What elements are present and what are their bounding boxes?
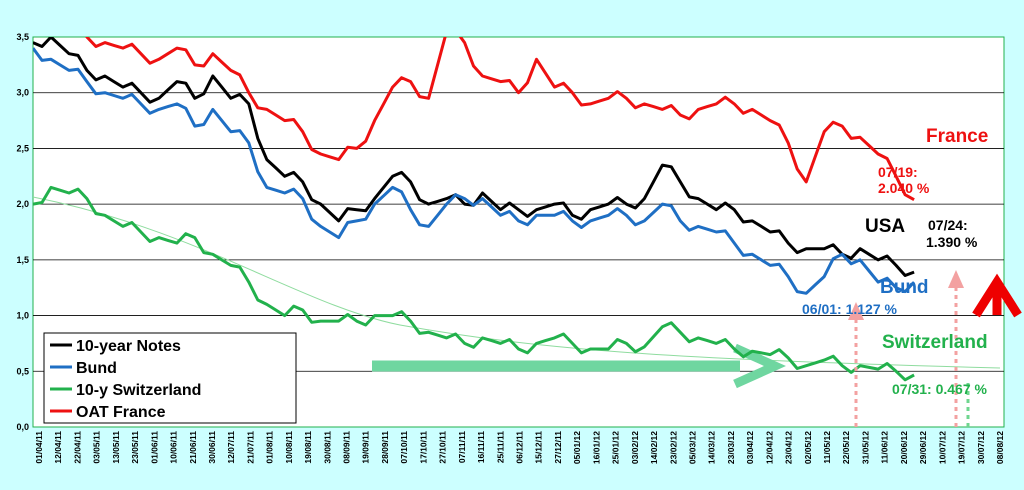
y-tick-label: 3,5 (16, 32, 29, 42)
y-tick-label: 0,5 (16, 366, 29, 376)
y-tick-label: 1,0 (16, 311, 29, 321)
france-value: 2.040 % (878, 180, 930, 196)
x-tick-label: 13/05/11 (111, 431, 121, 464)
x-tick-label: 08/08/12 (995, 431, 1005, 464)
x-tick-label: 06/12/11 (515, 431, 525, 464)
usa-date: 07/24: (928, 217, 968, 233)
x-tick-label: 01/06/11 (149, 431, 159, 464)
x-tick-label: 03/05/11 (92, 431, 102, 464)
red-up-arrow (972, 273, 1022, 318)
switzerland-note: 07/31: 0.467 % (892, 381, 988, 397)
x-tick-label: 07/11/11 (457, 431, 467, 463)
legend-label: OAT France (76, 404, 166, 421)
x-tick-label: 28/09/11 (380, 431, 390, 464)
y-tick-label: 3,0 (16, 88, 29, 98)
series-lines (33, 37, 916, 382)
x-tick-label: 21/06/11 (188, 431, 198, 464)
usa-label: USA (865, 216, 905, 237)
x-tick-label: 29/06/12 (918, 431, 928, 464)
dotted-markers (848, 270, 970, 427)
x-tick-label: 23/03/12 (726, 431, 736, 464)
x-tick-label: 01/08/11 (265, 431, 275, 464)
x-tick-label: 11/05/12 (822, 431, 832, 464)
x-tick-label: 16/01/12 (591, 431, 601, 464)
legend-label: 10-year Notes (76, 338, 181, 355)
x-tick-label: 30/08/11 (322, 431, 332, 464)
y-tick-label: 1,5 (16, 255, 29, 265)
x-tick-label: 22/05/12 (841, 431, 851, 464)
x-tick-label: 27/10/11 (438, 431, 448, 464)
bund-note: 06/01: 1.127 % (802, 301, 898, 317)
x-tick-label: 01/04/11 (34, 431, 44, 464)
legend-label: Bund (76, 360, 117, 377)
x-tick-label: 30/07/12 (976, 431, 986, 464)
y-axis: 0,0 0,5 1,0 1,5 2,0 2,5 3,0 3,5 (16, 32, 29, 432)
x-tick-label: 23/04/12 (784, 431, 794, 464)
y-tick-label: 2,5 (16, 143, 29, 153)
x-tick-label: 15/12/11 (534, 431, 544, 464)
series-line-bund (33, 47, 916, 295)
x-tick-label: 03/04/12 (745, 431, 755, 464)
france-date: 07/19: (878, 164, 918, 180)
legend: 10-year Notes Bund 10-y Switzerland OAT Fra… (43, 332, 297, 424)
x-tick-label: 10/08/11 (284, 431, 294, 464)
x-tick-label: 10/06/11 (169, 431, 179, 464)
x-tick-label: 11/06/12 (880, 431, 890, 464)
x-tick-label: 23/02/12 (668, 431, 678, 464)
x-tick-label: 05/03/12 (687, 431, 697, 464)
switzerland-label: Switzerland (882, 332, 988, 353)
x-tick-label: 22/04/11 (72, 431, 82, 464)
france-label: France (926, 126, 988, 147)
x-tick-label: 21/07/11 (245, 431, 255, 464)
x-tick-label: 05/01/12 (572, 431, 582, 464)
x-tick-label: 19/09/11 (361, 431, 371, 464)
series-line-oat-france (85, 37, 915, 202)
switzerland-trend-curve (32, 196, 1001, 369)
x-tick-label: 31/05/12 (860, 431, 870, 464)
x-tick-label: 07/10/11 (399, 431, 409, 464)
x-tick-label: 12/07/11 (226, 431, 236, 464)
legend-label: 10-y Switzerland (76, 382, 201, 399)
x-tick-label: 14/02/12 (649, 431, 659, 464)
x-tick-label: 02/05/12 (803, 431, 813, 464)
x-tick-label: 25/01/12 (611, 431, 621, 464)
y-tick-label: 0,0 (16, 422, 29, 432)
x-tick-label: 14/03/12 (707, 431, 717, 464)
bund-label: Bund (880, 277, 929, 298)
x-tick-label: 25/11/11 (495, 431, 505, 463)
x-tick-label: 19/08/11 (303, 431, 313, 464)
x-tick-label: 23/05/11 (130, 431, 140, 464)
x-tick-label: 30/06/11 (207, 431, 217, 464)
x-tick-label: 17/10/11 (418, 431, 428, 464)
x-tick-label: 19/07/12 (957, 431, 967, 464)
x-tick-label: 08/09/11 (342, 431, 352, 464)
x-tick-label: 12/04/12 (764, 431, 774, 464)
x-tick-label: 16/11/11 (476, 431, 486, 463)
usa-value: 1.390 % (926, 234, 978, 250)
x-axis: 01/04/11 12/04/11 22/04/11 03/05/11 13/05/11… (34, 431, 1005, 464)
x-tick-label: 20/06/12 (899, 431, 909, 464)
x-tick-label: 03/02/12 (630, 431, 640, 464)
series-line-10-y-switzerland (33, 185, 915, 382)
x-tick-label: 12/04/11 (53, 431, 63, 464)
y-tick-label: 2,0 (16, 199, 29, 209)
x-tick-label: 10/07/12 (937, 431, 947, 464)
x-tick-label: 27/12/11 (553, 431, 563, 464)
